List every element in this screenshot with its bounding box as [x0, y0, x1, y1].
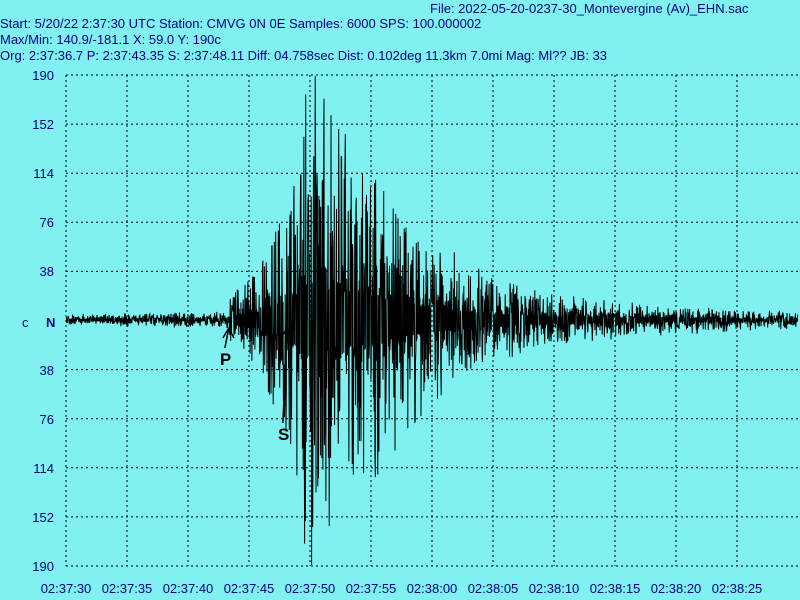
y-tick-label: 76 [39, 411, 54, 427]
y-tick-label: 114 [33, 460, 54, 476]
x-tick-label: 02:38:00 [406, 581, 458, 596]
x-tick-label: 02:38:25 [711, 581, 763, 596]
seismogram-trace [65, 76, 799, 566]
x-tick-label: 02:37:50 [284, 581, 336, 596]
y-tick-label: 38 [39, 362, 54, 378]
x-tick-label: 02:37:30 [40, 581, 92, 596]
x-tick-label: 02:37:45 [223, 581, 275, 596]
maxmin-info: Max/Min: 140.9/-181.1 X: 59.0 Y: 190c [0, 32, 221, 47]
y-tick-label: 190 [32, 559, 54, 574]
pick-arrow-p [222, 326, 235, 339]
y-tick-label: 152 [32, 117, 54, 133]
x-tick-label: 02:38:15 [589, 581, 641, 596]
start-info: Start: 5/20/22 2:37:30 UTC Station: CMVG… [0, 16, 482, 31]
y-tick-label: 152 [32, 509, 54, 525]
pick-marker-p [224, 327, 230, 349]
x-tick-label: 02:37:40 [162, 581, 214, 596]
y-tick-label: 38 [39, 264, 54, 280]
file-title: File: 2022-05-20-0237-30_Montevergine (A… [430, 1, 749, 16]
y-tick-label: 76 [39, 215, 54, 231]
y-center-label: c [22, 315, 29, 330]
x-tick-label: 02:38:05 [467, 581, 519, 596]
pick-label-s: S [277, 425, 290, 444]
pick-arrow-s [280, 326, 293, 339]
y-tick-label: 114 [33, 166, 54, 182]
pick-label-p: P [219, 350, 232, 369]
x-tick-label: 02:37:35 [101, 581, 153, 596]
pick-marker-s [282, 327, 288, 424]
y-tick-label: 190 [32, 68, 54, 83]
center-marker: N [46, 315, 56, 330]
origin-info: Org: 2:37:36.7 P: 2:37:43.35 S: 2:37:48.… [0, 48, 608, 63]
x-tick-label: 02:38:20 [650, 581, 702, 596]
x-tick-label: 02:37:55 [345, 581, 397, 596]
x-tick-label: 02:38:10 [528, 581, 580, 596]
